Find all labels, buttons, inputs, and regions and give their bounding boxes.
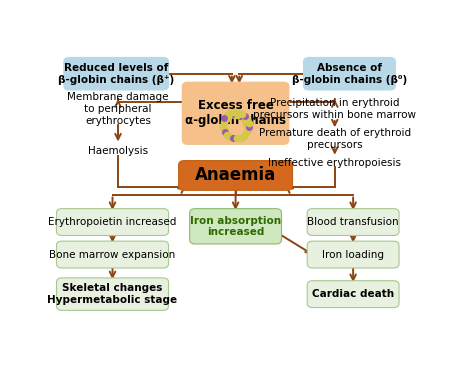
FancyBboxPatch shape bbox=[307, 209, 399, 236]
Text: Bone marrow expansion: Bone marrow expansion bbox=[49, 250, 176, 259]
Text: Haemolysis: Haemolysis bbox=[88, 146, 148, 156]
Text: Cardiac death: Cardiac death bbox=[312, 289, 394, 299]
FancyBboxPatch shape bbox=[303, 58, 395, 90]
FancyBboxPatch shape bbox=[56, 209, 169, 236]
Text: Skeletal changes
Hypermetabolic stage: Skeletal changes Hypermetabolic stage bbox=[47, 283, 178, 305]
Text: Reduced levels of
β-globin chains (β⁺): Reduced levels of β-globin chains (β⁺) bbox=[58, 63, 174, 84]
Text: Blood transfusion: Blood transfusion bbox=[307, 217, 399, 227]
Text: Premature death of erythroid
precursors: Premature death of erythroid precursors bbox=[259, 128, 411, 149]
Text: Absence of
β-globin chains (β⁰): Absence of β-globin chains (β⁰) bbox=[292, 63, 407, 84]
FancyBboxPatch shape bbox=[64, 58, 169, 90]
Text: Ineffective erythropoiesis: Ineffective erythropoiesis bbox=[268, 158, 401, 168]
Text: Precipitation in erythroid
precursors within bone marrow: Precipitation in erythroid precursors wi… bbox=[253, 98, 416, 120]
FancyBboxPatch shape bbox=[190, 209, 282, 244]
FancyBboxPatch shape bbox=[307, 241, 399, 268]
Text: Membrane damage
to peripheral
erythrocytes: Membrane damage to peripheral erythrocyt… bbox=[67, 92, 169, 126]
Text: Anaemia: Anaemia bbox=[195, 167, 276, 185]
Text: Iron loading: Iron loading bbox=[322, 250, 384, 259]
Text: Excess free
α-globin chains: Excess free α-globin chains bbox=[185, 99, 286, 127]
FancyBboxPatch shape bbox=[56, 278, 169, 310]
FancyBboxPatch shape bbox=[56, 241, 169, 268]
FancyBboxPatch shape bbox=[182, 82, 289, 144]
Text: Iron absorption
increased: Iron absorption increased bbox=[190, 215, 281, 237]
FancyBboxPatch shape bbox=[307, 281, 399, 308]
Text: Erythropoietin increased: Erythropoietin increased bbox=[48, 217, 177, 227]
FancyBboxPatch shape bbox=[179, 161, 292, 190]
